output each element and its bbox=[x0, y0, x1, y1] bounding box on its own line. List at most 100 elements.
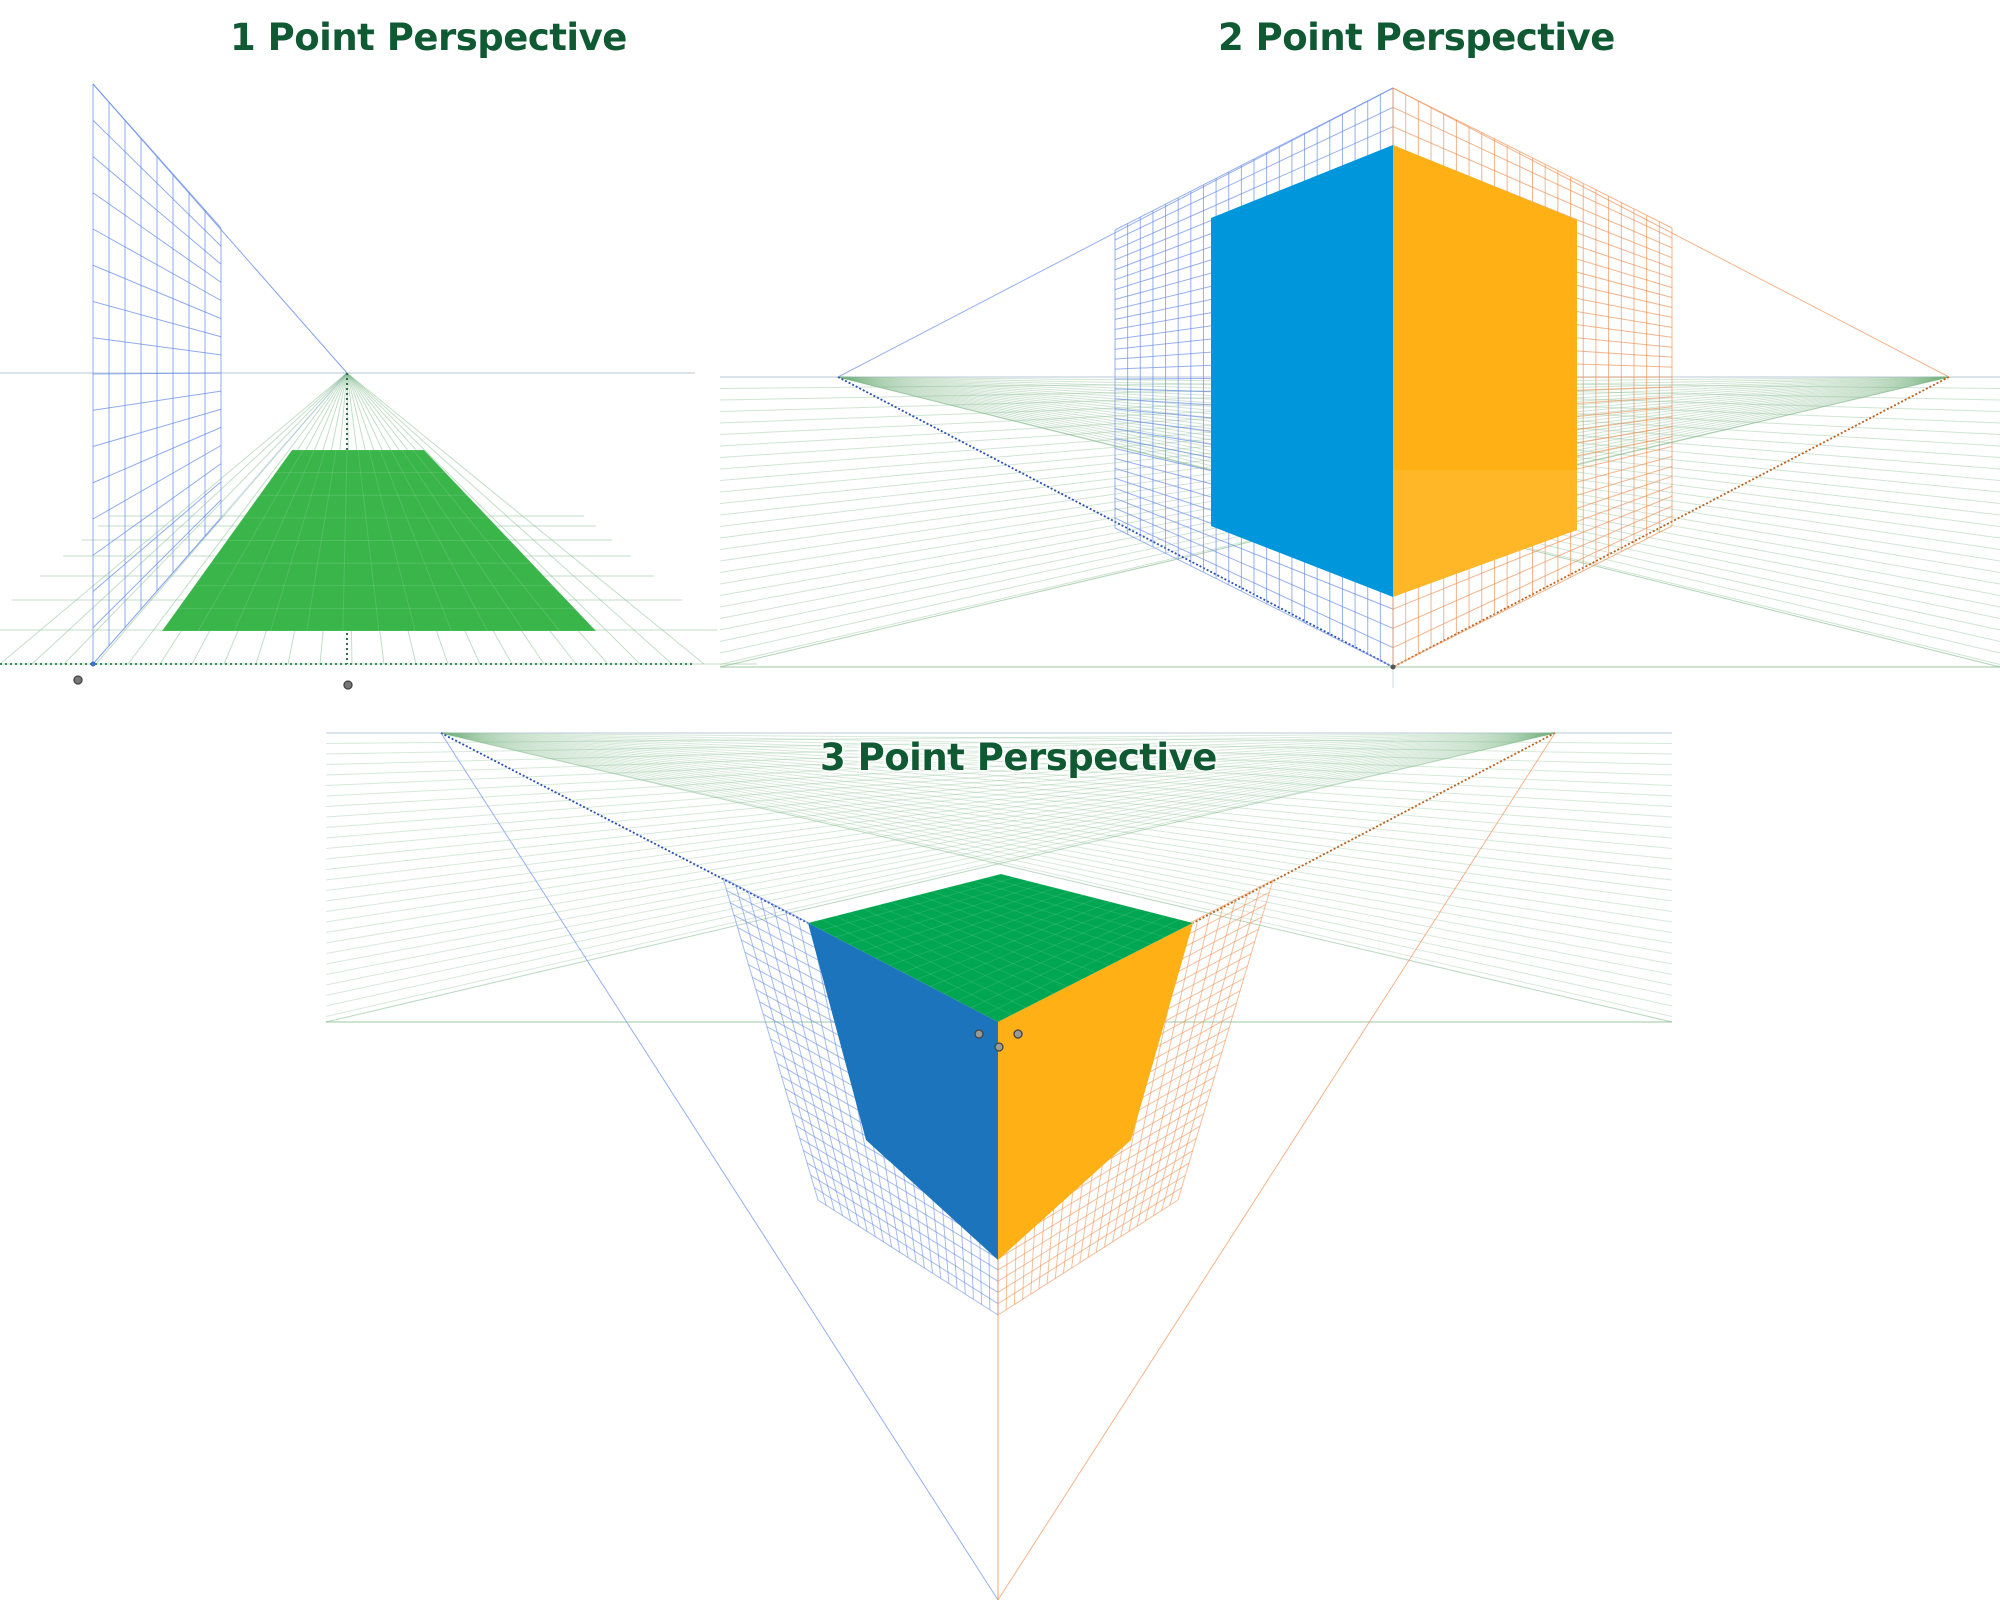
wall-grid-line bbox=[92, 517, 222, 665]
top-face-grid bbox=[916, 901, 1111, 981]
wall-grid-line bbox=[92, 372, 222, 375]
blue-wall-grid-3p bbox=[810, 1174, 999, 1293]
floor-ray-right bbox=[325, 732, 1556, 744]
anchor-dot bbox=[90, 661, 96, 667]
floor-ray-right bbox=[325, 732, 1556, 765]
floor-ray-right bbox=[325, 732, 1556, 944]
top-face-grid bbox=[876, 905, 1068, 988]
floor-ray-right bbox=[325, 732, 1556, 860]
top-face-grid bbox=[987, 877, 1180, 931]
floor-ray bbox=[127, 372, 348, 665]
wall-grid-line bbox=[92, 390, 222, 411]
top-face-grid bbox=[957, 912, 1153, 1002]
wall-grid-line bbox=[92, 445, 222, 520]
one-point-panel bbox=[0, 83, 757, 690]
blue-wall-grid bbox=[1114, 517, 1394, 649]
orange-face-2p bbox=[1393, 145, 1577, 597]
floor-plane-grid bbox=[161, 449, 293, 632]
orange-wall-grid-3p bbox=[997, 1174, 1186, 1293]
floor-ray-left bbox=[440, 732, 1673, 1007]
blue-wall-grid bbox=[1114, 106, 1394, 241]
floor-ray-left bbox=[440, 732, 1673, 828]
floor-plane-grid bbox=[357, 449, 380, 632]
top-face-grid bbox=[849, 912, 1040, 1002]
floor-ray-right bbox=[325, 732, 1556, 849]
orange-wall-grid bbox=[1392, 126, 1673, 249]
blue-wall-grid-3p bbox=[806, 1162, 999, 1282]
floor-ray-right bbox=[325, 732, 1556, 839]
floor-ray-right bbox=[325, 732, 1556, 755]
top-face-grid bbox=[904, 898, 1096, 973]
top-face-grid bbox=[1000, 873, 1194, 924]
blue-wall-grid bbox=[1114, 87, 1394, 231]
wall-grid-line bbox=[92, 301, 222, 338]
circle-handle-icon bbox=[73, 675, 83, 685]
top-face-grid bbox=[821, 919, 1013, 1016]
floor-ray-right bbox=[325, 732, 1556, 912]
floor-ray-left bbox=[440, 732, 1673, 1017]
wall-grid-line bbox=[92, 426, 222, 484]
right-edge bbox=[1192, 732, 1556, 924]
top-face-grid bbox=[835, 880, 1029, 938]
orange-wall-grid bbox=[1392, 495, 1673, 610]
floor-ray-right bbox=[325, 732, 1556, 923]
floor-ray-right bbox=[325, 732, 1556, 828]
three-point-panel bbox=[325, 732, 1673, 1601]
blue-wall-grid-3p bbox=[803, 1150, 999, 1271]
floor-plane-grid bbox=[368, 449, 416, 632]
wall-grid-line bbox=[92, 264, 222, 320]
wall-grid-line bbox=[92, 119, 222, 247]
top-face-grid bbox=[875, 891, 1070, 959]
floor-ray-right bbox=[325, 732, 1556, 954]
floor-ray-left bbox=[440, 732, 1673, 891]
floor-ray-right bbox=[325, 732, 1556, 986]
top-face-grid bbox=[929, 905, 1125, 988]
floor-plane-grid bbox=[197, 449, 304, 632]
floor-ray-left bbox=[440, 732, 1673, 912]
floor-ray-left bbox=[440, 732, 1673, 818]
orange-wall-grid bbox=[1392, 505, 1673, 629]
blue-wall-grid-3p bbox=[814, 1187, 999, 1305]
left-to-bottom-ray bbox=[440, 732, 999, 1601]
floor-ray bbox=[346, 372, 641, 665]
blue-wall-grid-3p bbox=[799, 1137, 999, 1260]
wall-grid-line bbox=[92, 463, 222, 556]
wall-grid-line bbox=[92, 408, 222, 447]
top-face-grid bbox=[835, 915, 1027, 1009]
floor-ray-right bbox=[325, 732, 1556, 776]
floor-ray-left bbox=[440, 732, 1673, 1023]
orange-face-3p bbox=[998, 923, 1193, 1260]
top-face-grid bbox=[848, 884, 1043, 945]
top-face-grid bbox=[943, 908, 1139, 995]
two-point-title: 2 Point Perspective bbox=[1218, 16, 1615, 59]
face-ground-tint bbox=[1393, 470, 1577, 597]
floor-plane-grid bbox=[412, 449, 561, 632]
top-face-grid bbox=[821, 877, 1015, 931]
wall-grid-line bbox=[92, 481, 222, 592]
right-base-edge bbox=[1392, 376, 1950, 668]
blue-wall-grid bbox=[1114, 507, 1394, 629]
floor-ray-left bbox=[440, 732, 1673, 744]
floor-ray-left bbox=[440, 732, 1673, 786]
floor-ray-left bbox=[440, 732, 1673, 797]
blue-wall-grid bbox=[1114, 497, 1394, 610]
circle-handle-icon bbox=[994, 1042, 1004, 1052]
top-face-grid bbox=[807, 873, 1002, 924]
circle-handle-icon bbox=[343, 680, 353, 690]
blue-wall-grid bbox=[1114, 126, 1394, 251]
wall-grid-line bbox=[92, 337, 222, 356]
orange-wall-grid-3p bbox=[997, 1150, 1193, 1271]
top-face-grid bbox=[984, 919, 1180, 1016]
top-face-grid bbox=[931, 891, 1124, 959]
floor-ray-left bbox=[440, 732, 1673, 881]
floor-ray-right bbox=[325, 732, 1556, 881]
blue-face-2p bbox=[1211, 145, 1393, 597]
top-face-grid bbox=[970, 915, 1166, 1009]
floor-ray-left bbox=[440, 732, 1673, 954]
floor-ray bbox=[346, 372, 705, 665]
green-floor-plane bbox=[162, 450, 596, 631]
floor-ray-left bbox=[440, 732, 1673, 849]
floor-ray-right bbox=[325, 732, 1556, 891]
floor-ray-left bbox=[440, 732, 1673, 776]
